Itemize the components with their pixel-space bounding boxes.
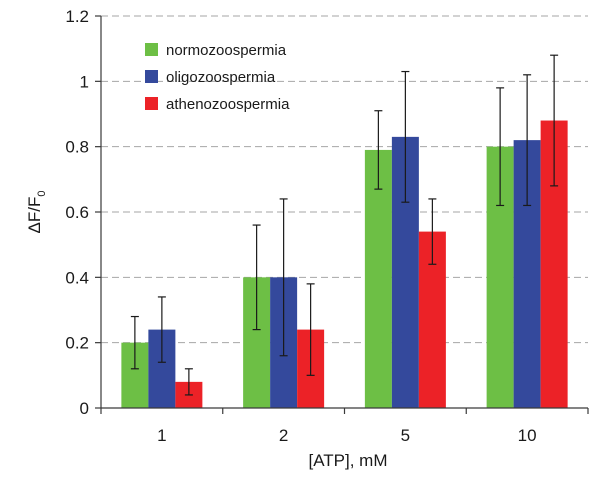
x-tick-label: 5 [401,426,410,445]
legend: normozoospermia oligozoospermia athenozoos… [145,42,290,113]
x-tick-label: 2 [279,426,288,445]
legend-swatch [145,43,158,56]
y-tick-label: 0.8 [65,138,89,157]
gridlines [101,15,588,344]
y-tick-label: 0 [80,399,89,418]
x-axis-title: [ATP], mM [308,451,387,470]
legend-swatch [145,70,158,83]
y-tick-label: 0.6 [65,203,89,222]
axes: 0 0.2 0.4 0.6 0.8 1 1.2 1 2 5 10 [65,7,589,445]
y-axis-title-subscript: 0 [36,191,48,197]
bar [364,149,392,408]
legend-label: normozoospermia [166,42,287,59]
legend-label: athenozoospermia [166,96,290,113]
y-tick-label: 1.2 [65,7,89,26]
error-bars [130,54,559,396]
y-axis-title: ΔF/F0 [25,191,48,234]
x-tick-label: 10 [518,426,537,445]
legend-label: oligozoospermia [166,69,276,86]
y-tick-label: 1 [80,72,89,91]
y-tick-label: 0.4 [65,268,89,287]
y-axis-title-main: ΔF/F [25,197,44,234]
y-tick-label: 0.2 [65,334,89,353]
legend-swatch [145,97,158,110]
x-tick-label: 1 [157,426,166,445]
